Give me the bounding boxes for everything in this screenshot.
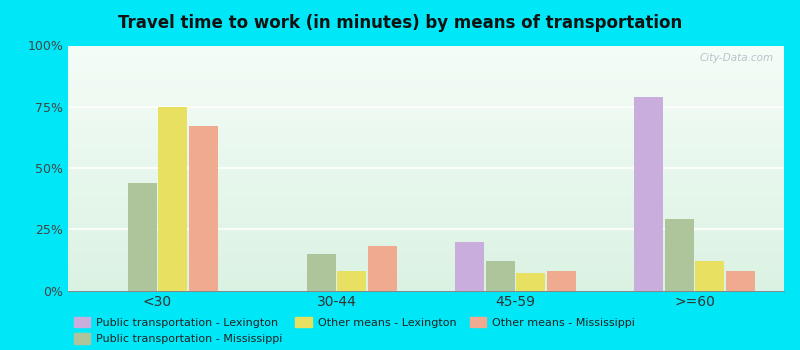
Bar — [695, 261, 724, 290]
Legend: Public transportation - Lexington, Public transportation - Mississippi, Other me: Public transportation - Lexington, Publi… — [74, 317, 634, 344]
Bar — [128, 183, 157, 290]
Bar — [338, 271, 366, 290]
Bar — [634, 97, 663, 290]
Bar — [665, 219, 694, 290]
Bar — [189, 126, 218, 290]
Text: Travel time to work (in minutes) by means of transportation: Travel time to work (in minutes) by mean… — [118, 14, 682, 32]
Bar — [455, 241, 484, 290]
Bar — [726, 271, 754, 290]
Bar — [516, 273, 545, 290]
Bar — [307, 254, 336, 290]
Text: City-Data.com: City-Data.com — [699, 53, 774, 63]
Bar — [158, 107, 187, 290]
Bar — [546, 271, 575, 290]
Bar — [368, 246, 397, 290]
Bar — [486, 261, 514, 290]
